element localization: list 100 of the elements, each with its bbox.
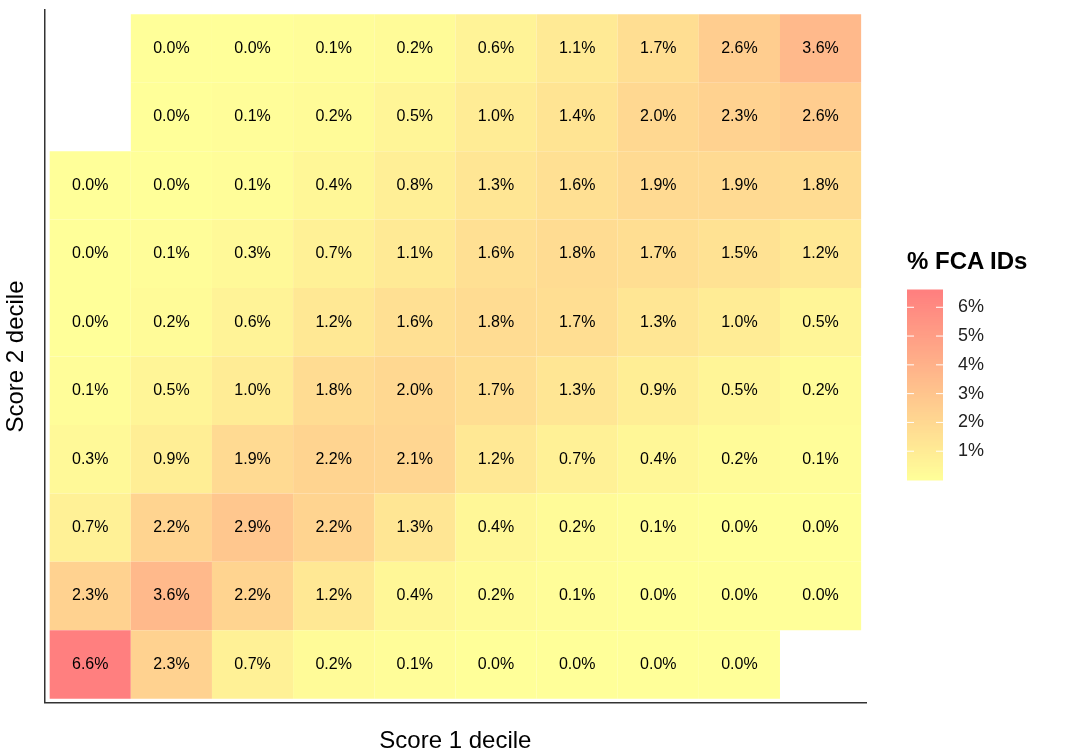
data-label: 2.2% [315,449,352,467]
data-label: 0.7% [234,654,271,672]
data-label: 0.2% [802,381,839,399]
data-label: 0.9% [640,381,677,399]
data-label: 0.3% [234,244,271,262]
data-label: 1.3% [558,381,596,399]
data-label: 0.4% [477,518,515,535]
color-bar-label: 6% [958,296,985,317]
data-label: 0.0% [72,312,109,330]
data-label: 0.6% [477,38,515,56]
color-bar-title: % FCA IDs [907,246,1028,274]
data-label: 0.0% [721,518,758,535]
data-label: 2.3% [721,107,758,125]
data-label: 0.2% [153,312,190,330]
data-label: 1.7% [640,38,677,56]
data-label: 2.0% [396,381,434,399]
data-label: 2.2% [315,518,352,535]
data-label: 1.2% [802,244,839,262]
data-label: 1.3% [477,175,515,193]
data-label: 1.9% [721,175,758,193]
data-label: 1.7% [640,244,677,262]
data-label: 0.0% [802,518,839,535]
data-label: 2.6% [721,38,758,56]
data-label: 0.0% [153,38,190,56]
data-label: 0.0% [477,654,515,672]
data-label: 0.7% [72,518,109,535]
data-label: 0.1% [396,654,434,672]
data-label: 1.8% [477,312,515,330]
data-label: 0.0% [72,175,109,193]
data-label: 2.0% [640,107,677,125]
data-label: 1.8% [802,175,839,193]
data-label: 0.2% [477,586,515,604]
data-label: 2.2% [153,518,190,535]
data-label: 0.7% [315,244,352,262]
data-label: 0.5% [802,312,839,330]
data-label: 0.1% [153,244,190,262]
data-label: 0.4% [396,586,434,604]
data-label: 0.0% [234,38,271,56]
data-label: 2.2% [234,586,271,604]
data-label: 0.9% [153,449,190,467]
data-label: 6.6% [72,654,109,672]
data-label: 1.8% [558,244,596,262]
data-label: 0.0% [640,586,677,604]
color-bar-label: 4% [958,353,985,374]
data-label: 1.1% [396,244,434,262]
data-label: 3.6% [153,586,190,604]
data-label: 0.2% [721,449,758,467]
data-label: 0.2% [315,654,352,672]
data-label: 0.0% [153,175,190,193]
data-label: 1.7% [558,312,596,330]
data-label: 0.0% [558,654,596,672]
data-label: 1.0% [477,107,515,125]
data-label: 1.6% [558,175,596,193]
data-label: 1.5% [721,244,758,262]
data-label: 2.9% [234,518,271,535]
data-label: 1.9% [234,449,271,467]
data-label: 1.2% [315,312,352,330]
data-label: 0.1% [315,38,352,56]
data-label: 0.0% [72,244,109,262]
data-label: 0.2% [315,107,352,125]
data-label: 0.8% [396,175,434,193]
data-label: 1.8% [315,381,352,399]
data-label: 1.6% [477,244,515,262]
data-label: 1.6% [396,312,434,330]
data-label: 0.0% [721,654,758,672]
data-label: 1.2% [477,449,515,467]
data-label: 2.3% [72,586,109,604]
data-label: 2.3% [153,654,190,672]
data-label: 0.0% [153,107,190,125]
color-bar-label: 5% [958,325,985,346]
color-bar-label: 1% [958,440,985,461]
data-label: 0.7% [558,449,596,467]
data-label: 0.6% [234,312,271,330]
data-label: 0.1% [558,586,596,604]
data-label: 1.2% [315,586,352,604]
data-label: 1.0% [234,381,271,399]
x-axis-title: Score 1 decile [379,726,532,754]
data-label: 2.6% [802,107,839,125]
data-label: 2.1% [396,449,434,467]
data-label: 1.3% [396,518,434,535]
data-label: 1.7% [477,381,515,399]
data-label: 0.0% [721,586,758,604]
y-axis-title: Score 2 decile [1,280,29,433]
data-label: 0.1% [234,107,271,125]
data-label: 1.4% [558,107,596,125]
data-label: 0.1% [640,518,677,535]
data-label: 0.4% [640,449,677,467]
data-label: 0.0% [640,654,677,672]
data-label: 0.5% [721,381,758,399]
data-label: 1.1% [558,38,596,56]
color-bar-label: 2% [958,411,985,432]
data-label: 0.1% [802,449,839,467]
data-label: 0.5% [396,107,434,125]
data-label: 3.6% [802,38,839,56]
data-label: 0.5% [153,381,190,399]
data-label: 0.0% [802,586,839,604]
data-label: 0.3% [72,449,109,467]
data-label: 0.2% [558,518,596,535]
data-label: 0.4% [315,175,352,193]
data-label: 1.0% [721,312,758,330]
